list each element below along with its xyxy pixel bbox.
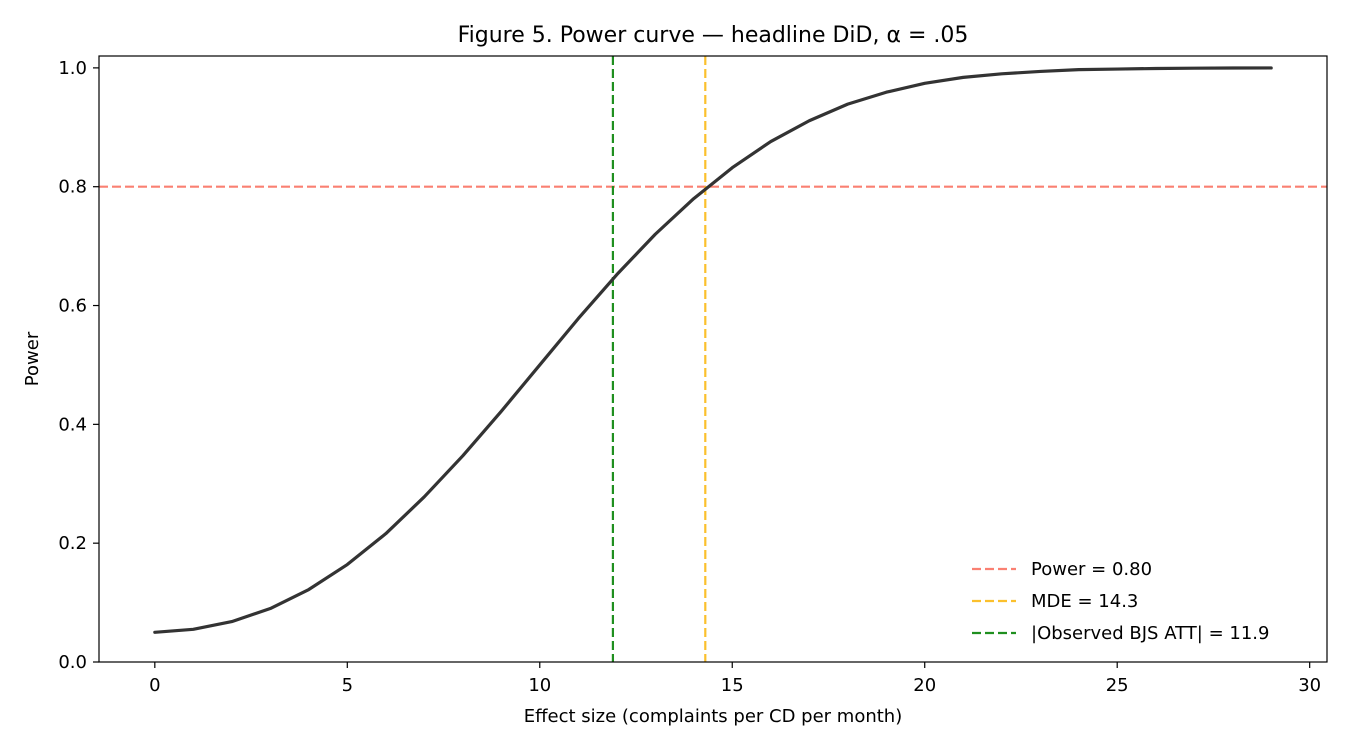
y-tick-label: 1.0 xyxy=(58,58,87,79)
x-tick-label: 20 xyxy=(913,675,936,696)
y-tick-label: 0.6 xyxy=(58,296,87,317)
x-tick-label: 5 xyxy=(342,675,353,696)
x-tick-label: 30 xyxy=(1298,675,1321,696)
x-tick-label: 0 xyxy=(149,675,160,696)
chart-title: Figure 5. Power curve — headline DiD, α … xyxy=(458,23,969,48)
y-axis-label: Power xyxy=(22,331,43,386)
x-axis-label: Effect size (complaints per CD per month… xyxy=(524,706,902,727)
y-axis: 0.0 0.2 0.4 0.6 0.8 1.0 xyxy=(58,58,99,673)
x-tick-label: 10 xyxy=(528,675,551,696)
series-layer xyxy=(153,66,1273,634)
legend-label: |Observed BJS ATT| = 11.9 xyxy=(1031,623,1269,644)
legend-label: MDE = 14.3 xyxy=(1031,591,1138,612)
legend-label: Power = 0.80 xyxy=(1031,559,1152,580)
x-axis: 0 5 10 15 20 25 30 xyxy=(149,662,1321,696)
legend: Power = 0.80 MDE = 14.3 |Observed BJS ATT|… xyxy=(972,559,1269,644)
y-tick-label: 0.4 xyxy=(58,414,87,435)
x-tick-label: 25 xyxy=(1106,675,1129,696)
plot-frame xyxy=(98,55,1328,663)
x-tick-label: 15 xyxy=(721,675,744,696)
y-tick-label: 0.8 xyxy=(58,177,87,198)
y-tick-label: 0.2 xyxy=(58,533,87,554)
reference-lines xyxy=(99,56,1327,662)
series-line-0 xyxy=(153,66,1273,634)
y-tick-label: 0.0 xyxy=(58,652,87,673)
